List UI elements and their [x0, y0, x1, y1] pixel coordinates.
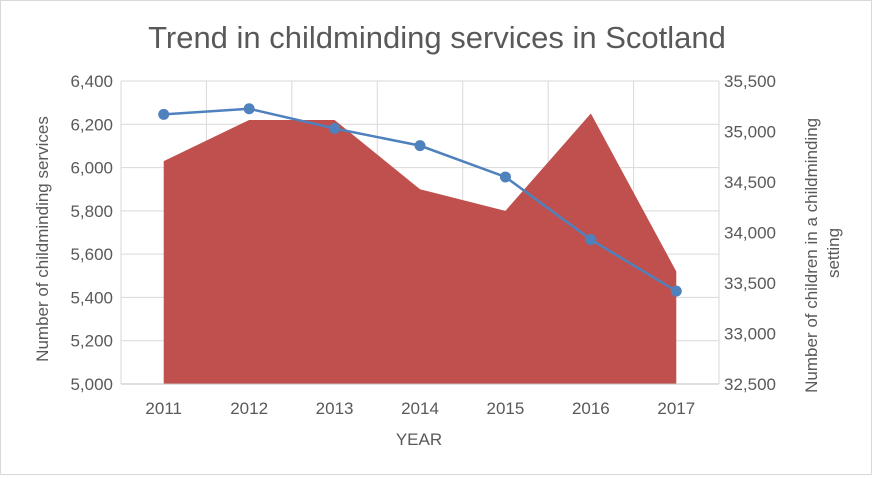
y-axis-title-right-line2: setting	[824, 228, 843, 278]
y-tick-label-left: 6,200	[70, 115, 113, 134]
x-tick-labels: 2011 2012 2013 2014 2015 2016 2017	[145, 399, 695, 418]
line-point	[414, 140, 426, 152]
y-tick-label-right: 34,500	[724, 173, 776, 192]
y-tick-label-right: 35,000	[724, 123, 776, 142]
y-tick-label-left: 5,000	[70, 375, 113, 394]
area-childminding-services	[163, 113, 677, 384]
y-tick-label-right: 34,000	[724, 224, 776, 243]
chart-title: Trend in childminding services in Scotla…	[148, 20, 726, 55]
y-tick-label-left: 6,400	[70, 72, 113, 91]
y-tick-label-left: 5,800	[70, 202, 113, 221]
area-series	[163, 113, 677, 384]
y-tick-label-right: 33,500	[724, 274, 776, 293]
y-tick-label-right: 33,000	[724, 325, 776, 344]
y-tick-label-left: 5,200	[70, 332, 113, 351]
y-tick-labels: 5,000 5,200 5,400 5,600 5,800 6,000 6,200 6,400…	[70, 72, 776, 394]
line-point	[670, 285, 682, 297]
line-point	[585, 234, 597, 246]
y-axis-title-right: Number of children in a childminding set…	[802, 113, 843, 393]
x-tick-label: 2014	[401, 399, 439, 418]
x-tick-label: 2012	[230, 399, 268, 418]
x-tick-label: 2016	[572, 399, 610, 418]
line-point	[243, 103, 255, 115]
y-tick-label-left: 6,000	[70, 159, 113, 178]
y-tick-label-left: 5,600	[70, 245, 113, 264]
line-point	[158, 108, 170, 120]
y-tick-label-left: 5,400	[70, 288, 113, 307]
x-tick-label: 2011	[145, 399, 182, 418]
x-axis-title: YEAR	[396, 430, 442, 449]
y-tick-label-right: 32,500	[724, 375, 776, 394]
y-tick-label-right: 35,500	[724, 72, 776, 91]
line-point	[499, 171, 511, 183]
line-series	[158, 103, 682, 297]
y-axis-title-right-line1: Number of children in a childminding	[802, 118, 821, 393]
line-point	[329, 122, 341, 134]
x-tick-label: 2017	[657, 399, 695, 418]
x-tick-label: 2013	[316, 399, 354, 418]
x-tick-label: 2015	[487, 399, 525, 418]
y-axis-title-left: Number of childminding services	[33, 116, 52, 362]
